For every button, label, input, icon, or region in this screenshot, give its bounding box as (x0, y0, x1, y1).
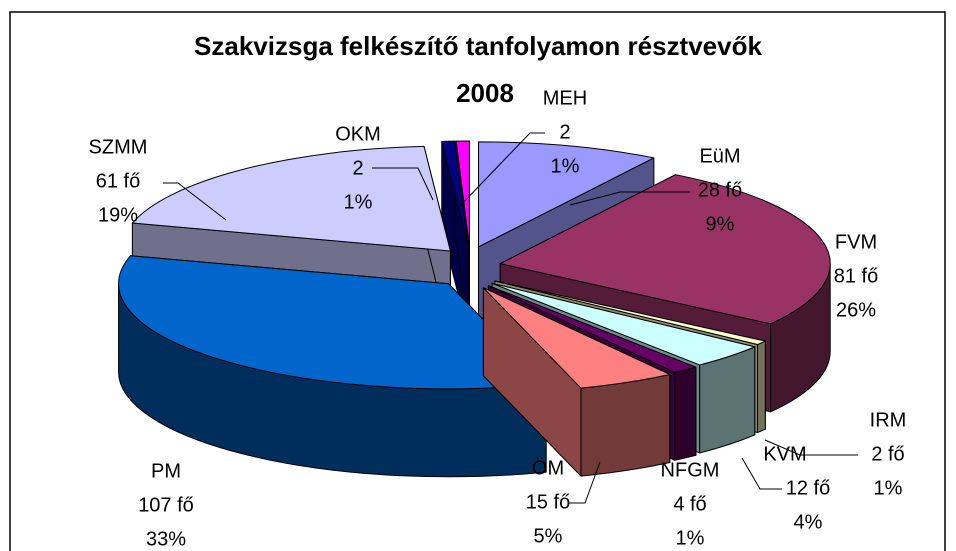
slice (499, 174, 831, 325)
percent-label: 1% (874, 477, 903, 499)
leader-line (764, 439, 858, 456)
category-label: PM (151, 460, 181, 482)
value-label: 4 fő (673, 493, 706, 515)
leader-line (163, 182, 227, 221)
slice (487, 285, 697, 373)
category-label: MEH (543, 87, 587, 109)
category-label: EüM (699, 145, 740, 167)
category-label: IRM (870, 409, 907, 431)
chart-title: Szakvizsga felkészítő tanfolyamon résztv… (194, 31, 762, 61)
percent-label: 33% (146, 528, 186, 550)
value-label: 15 fő (526, 491, 570, 513)
chart-subtitle: 2008 (456, 78, 514, 108)
labels: EüM 28 fő 9% FVM 81 fő 26% IRM 2 fő 1% KVM 12 fő 4%… (89, 87, 907, 550)
leader-line (741, 457, 782, 490)
slice (118, 255, 547, 390)
category-label: NFGM (661, 459, 720, 481)
slice (478, 141, 655, 248)
value-label: 2 (352, 157, 363, 179)
leader-line (372, 167, 434, 201)
value-label: 107 fő (138, 494, 194, 516)
category-label: ÖM (532, 457, 564, 479)
pie (118, 140, 831, 478)
slice (441, 140, 469, 247)
value-label: 81 fő (834, 265, 878, 287)
category-label: KVM (763, 443, 806, 465)
leader-line (569, 191, 690, 206)
leader-line (457, 132, 545, 209)
slice-wall (757, 340, 766, 434)
percent-label: 4% (794, 511, 823, 533)
percent-label: 19% (98, 204, 138, 226)
slice (491, 282, 756, 366)
value-label: 2 (559, 121, 570, 143)
slice (455, 140, 470, 247)
slice (482, 287, 671, 389)
percent-label: 1% (676, 527, 705, 549)
percent-label: 1% (344, 191, 373, 213)
percent-label: 1% (551, 155, 580, 177)
category-label: OKM (335, 123, 381, 145)
slice (131, 145, 451, 252)
category-label: FVM (835, 231, 877, 253)
percent-label: 5% (534, 525, 563, 547)
value-label: 28 fő (698, 179, 742, 201)
percent-label: 26% (836, 299, 876, 321)
percent-label: 9% (706, 213, 735, 235)
category-label: SZMM (89, 136, 148, 158)
slice (494, 280, 766, 346)
value-label: 12 fő (786, 477, 830, 499)
slice-wall (580, 373, 671, 477)
slice-wall (674, 366, 697, 461)
value-label: 2 fő (871, 443, 904, 465)
leader-line (568, 461, 601, 504)
value-label: 61 fő (96, 170, 140, 192)
